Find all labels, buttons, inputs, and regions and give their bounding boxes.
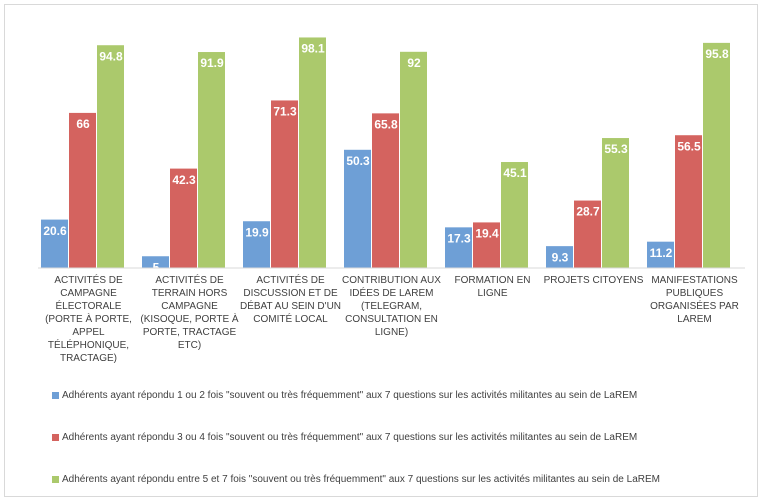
bar <box>546 246 573 268</box>
value-label: 28.7 <box>576 205 600 219</box>
bar <box>473 222 500 268</box>
value-label: 66 <box>76 117 90 131</box>
bar <box>243 221 270 268</box>
bar <box>602 138 629 268</box>
bar <box>170 168 197 268</box>
x-tick-label: Activités de discussion et de débat au s… <box>240 275 342 325</box>
x-tick-label: Activités de terrain hors campagne (kiso… <box>140 275 239 351</box>
bar <box>574 200 601 268</box>
legend-label: Adhérents ayant répondu entre 5 et 7 foi… <box>62 474 660 485</box>
value-label: 42.3 <box>172 173 196 187</box>
value-label: 20.6 <box>43 224 67 238</box>
value-label: 11.2 <box>650 246 673 260</box>
bar <box>198 52 225 268</box>
x-tick-label: Formation en ligne <box>454 275 531 299</box>
bar <box>142 256 169 268</box>
bar <box>69 112 96 269</box>
bar <box>299 37 326 269</box>
legend-swatch <box>52 392 59 399</box>
value-label: 45.1 <box>503 166 527 180</box>
bar <box>647 241 674 268</box>
x-tick-label: Activités de campagne électorale (porte … <box>45 275 132 364</box>
value-label: 71.3 <box>273 105 297 119</box>
x-tick-label: Manifestations publiques organisées par … <box>650 275 739 325</box>
bar <box>445 227 472 268</box>
bar <box>97 45 124 268</box>
bar <box>400 51 427 268</box>
value-label: 5 <box>153 260 160 274</box>
value-label: 98.1 <box>301 42 325 56</box>
value-label: 92 <box>407 56 421 70</box>
bar <box>372 113 399 269</box>
bar <box>675 135 702 268</box>
value-label: 17.3 <box>447 232 471 246</box>
x-tick-label: Projets citoyens <box>543 275 644 286</box>
legend-swatch <box>52 476 59 483</box>
bar <box>501 162 528 268</box>
value-label: 19.9 <box>245 225 269 239</box>
legend-label: Adhérents ayant répondu 3 ou 4 fois "sou… <box>62 432 638 443</box>
value-label: 95.8 <box>705 47 729 61</box>
value-label: 91.9 <box>200 56 224 70</box>
legend-label: Adhérents ayant répondu 1 ou 2 fois "sou… <box>62 390 638 401</box>
value-label: 9.3 <box>552 250 569 264</box>
value-label: 55.3 <box>604 142 628 156</box>
bar <box>271 100 298 268</box>
value-label: 65.8 <box>374 118 398 132</box>
bar <box>344 149 371 268</box>
value-label: 19.4 <box>475 227 499 241</box>
value-label: 56.5 <box>677 139 701 153</box>
x-tick-label: Contribution aux idées de LaREM (telegra… <box>342 275 441 338</box>
value-label: 50.3 <box>346 154 370 168</box>
bar <box>41 219 68 268</box>
bar <box>703 42 730 269</box>
legend-swatch <box>52 434 59 441</box>
value-label: 94.8 <box>99 49 123 63</box>
